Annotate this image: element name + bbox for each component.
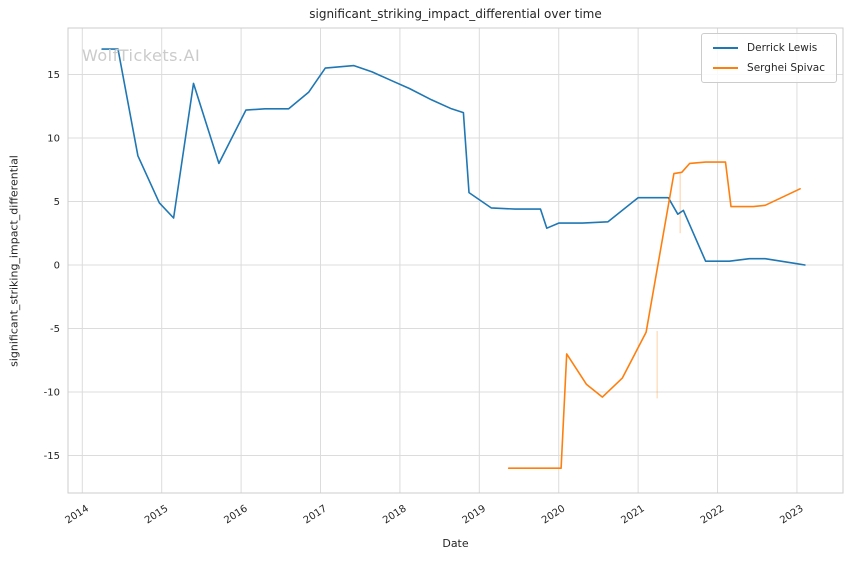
legend-label-serghei-spivac: Serghei Spivac bbox=[747, 62, 825, 74]
x-tick-label: 2023 bbox=[778, 503, 805, 526]
series-line-serghei-spivac bbox=[507, 161, 801, 469]
x-tick-label: 2016 bbox=[222, 503, 249, 526]
legend-item-serghei-spivac: Serghei Spivac bbox=[713, 62, 825, 74]
x-tick-label: 2021 bbox=[619, 503, 646, 526]
y-tick-label: -10 bbox=[44, 388, 60, 399]
x-tick-label: 2014 bbox=[64, 503, 91, 526]
x-tick-label: 2019 bbox=[461, 503, 488, 526]
y-tick-label: -15 bbox=[44, 451, 60, 462]
legend-label-derrick-lewis: Derrick Lewis bbox=[747, 42, 818, 54]
y-tick-label: 5 bbox=[54, 197, 60, 208]
chart-title: significant_striking_impact_differential… bbox=[309, 7, 602, 21]
legend-item-derrick-lewis: Derrick Lewis bbox=[713, 42, 825, 54]
x-tick-label: 2020 bbox=[540, 503, 567, 526]
y-tick-label: 10 bbox=[47, 133, 60, 144]
x-tick-label: 2017 bbox=[302, 503, 329, 526]
y-tick-label: -5 bbox=[50, 324, 60, 335]
y-tick-label: 15 bbox=[47, 70, 60, 81]
watermark: WolfTickets.AI bbox=[82, 46, 201, 65]
x-tick-label: 2015 bbox=[143, 503, 170, 526]
x-tick-label: 2022 bbox=[699, 503, 726, 526]
legend-line-sample-serghei-spivac bbox=[713, 67, 739, 69]
plot-frame bbox=[67, 27, 844, 494]
legend: Derrick Lewis Serghei Spivac bbox=[701, 33, 837, 83]
y-axis-label: significant_striking_impact_differential bbox=[7, 155, 21, 367]
series-line-derrick-lewis bbox=[101, 48, 806, 266]
x-axis-label: Date bbox=[442, 537, 469, 550]
x-tick-label: 2018 bbox=[381, 503, 408, 526]
y-tick-label: 0 bbox=[54, 261, 60, 272]
legend-line-sample-derrick-lewis bbox=[713, 47, 739, 49]
